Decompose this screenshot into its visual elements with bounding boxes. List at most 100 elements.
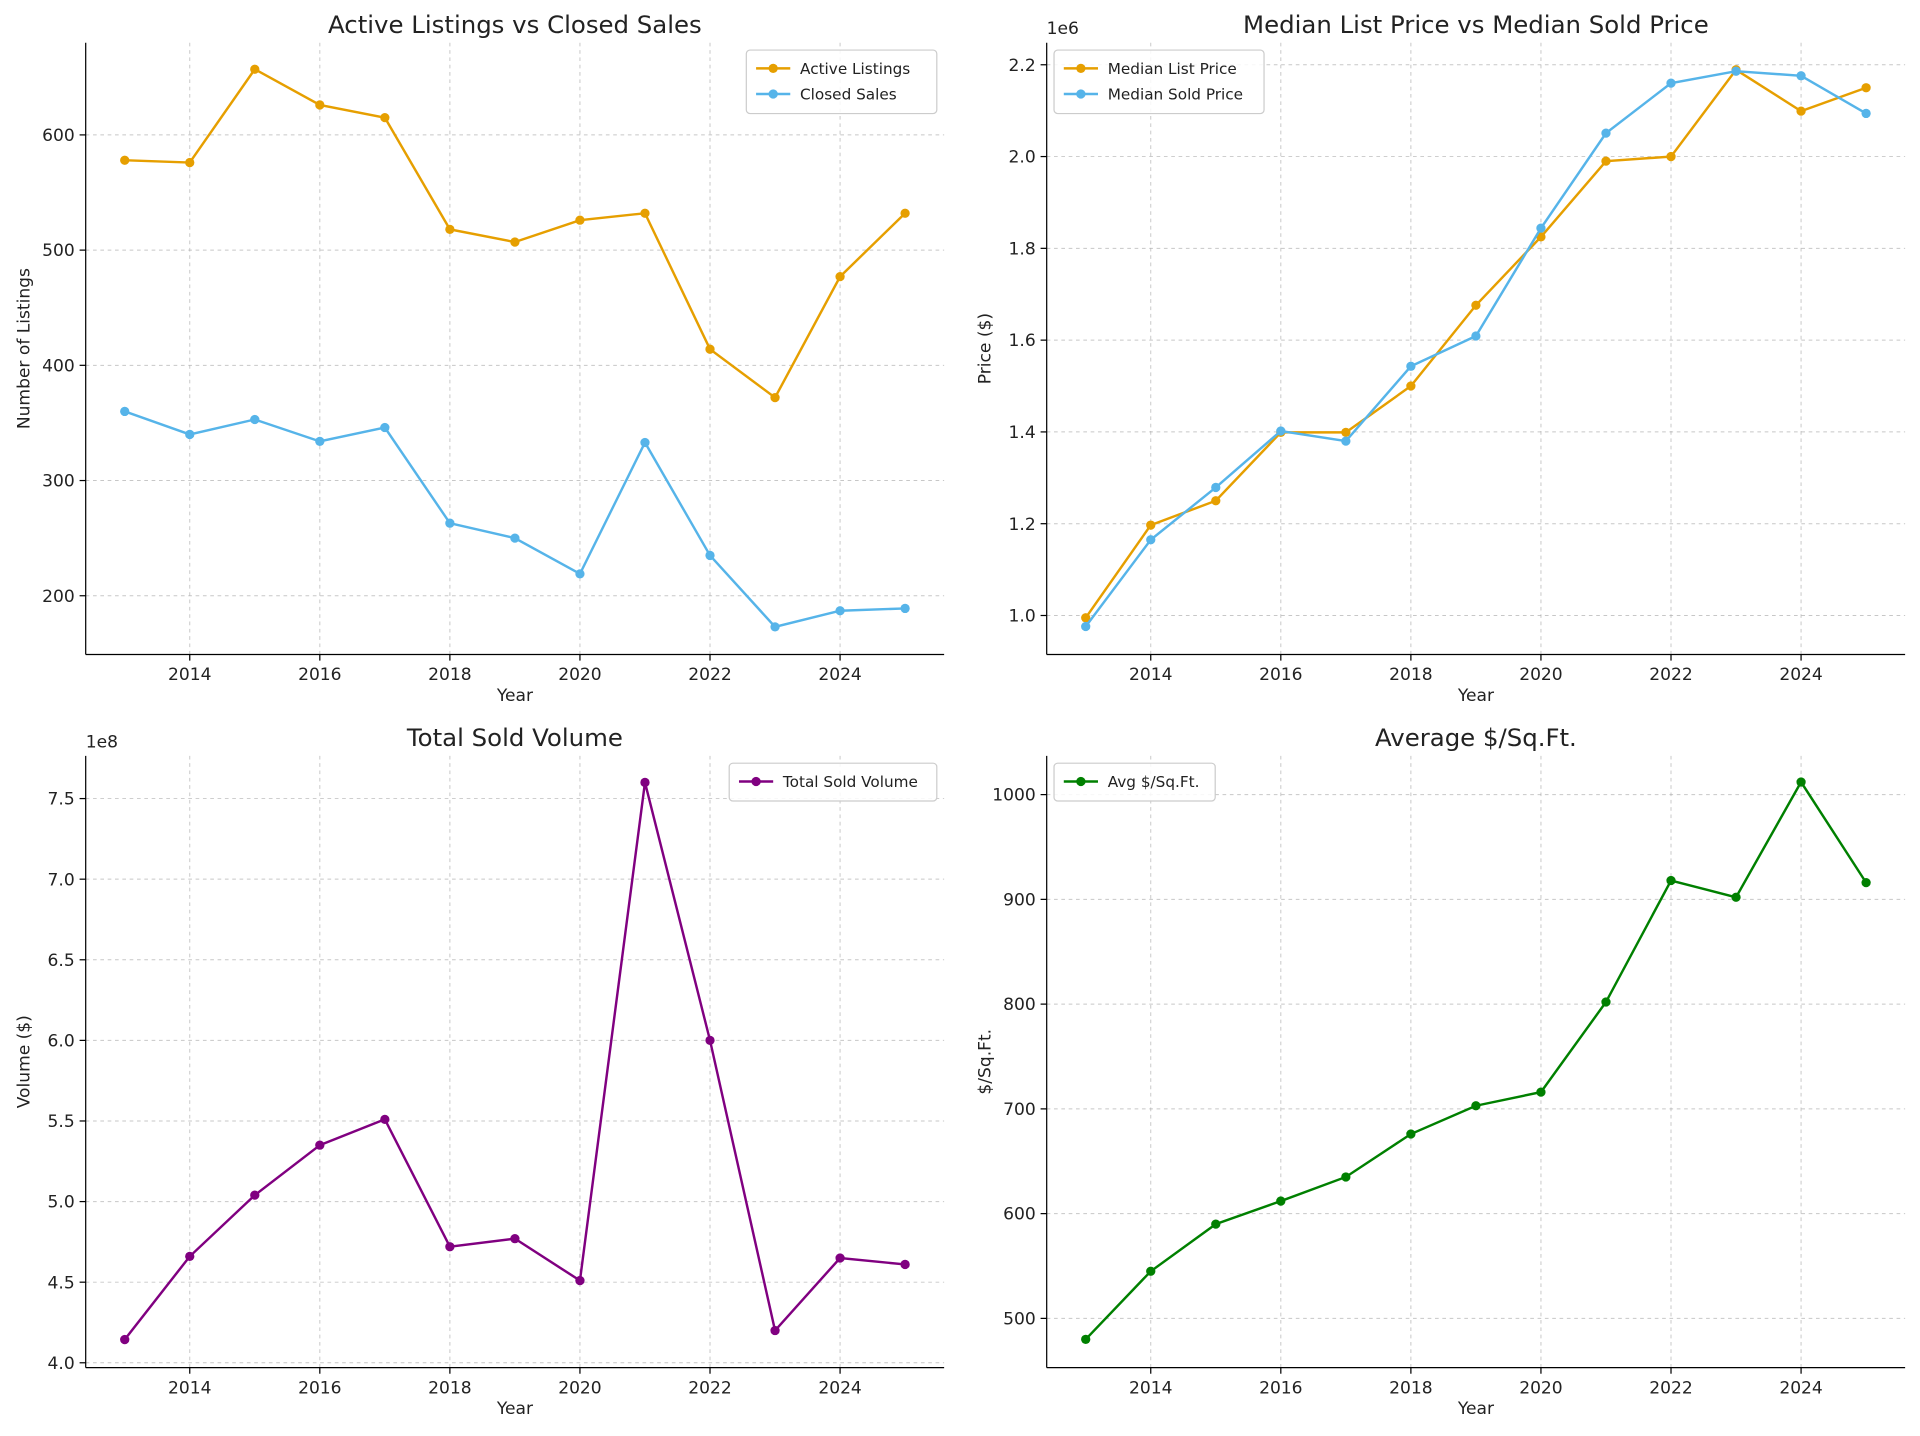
chart-title: Total Sold Volume bbox=[406, 723, 623, 752]
x-tick-label: 2020 bbox=[558, 1378, 601, 1398]
x-axis-label: Year bbox=[496, 686, 534, 706]
legend-marker bbox=[768, 89, 778, 99]
data-point bbox=[1601, 156, 1611, 166]
y-axis-label: Volume ($) bbox=[15, 1015, 35, 1108]
y-tick-label: 700 bbox=[1003, 1100, 1036, 1120]
data-point bbox=[380, 112, 390, 123]
legend: Median List Price Median Sold Price bbox=[1053, 49, 1265, 115]
data-point bbox=[1861, 83, 1871, 93]
x-tick-label: 2024 bbox=[818, 1378, 861, 1398]
legend-marker bbox=[1076, 89, 1086, 99]
data-point bbox=[1211, 496, 1221, 506]
data-point bbox=[510, 1234, 520, 1244]
y-tick-label: 200 bbox=[42, 587, 75, 607]
x-tick-label: 2016 bbox=[298, 665, 341, 685]
data-point bbox=[1081, 621, 1091, 632]
data-point bbox=[1536, 232, 1546, 242]
data-point bbox=[315, 436, 325, 447]
legend-entry: Median Sold Price bbox=[1108, 86, 1243, 104]
series-line-2 bbox=[1084, 69, 1867, 628]
y-tick-label: 1.0 bbox=[1009, 607, 1036, 627]
data-point bbox=[250, 1190, 260, 1200]
data-point bbox=[575, 569, 585, 579]
data-point bbox=[445, 1242, 455, 1252]
data-point bbox=[250, 64, 260, 74]
y-tick-label: 1.8 bbox=[1009, 239, 1036, 259]
y-tick-label: 7.5 bbox=[48, 790, 75, 810]
y-axis-label: Price ($) bbox=[976, 313, 996, 384]
data-point bbox=[1666, 151, 1676, 162]
legend-marker bbox=[768, 63, 778, 74]
x-tick-label: 2014 bbox=[1129, 1378, 1172, 1398]
y-tick-label: 500 bbox=[1003, 1309, 1036, 1329]
chart-title: Active Listings vs Closed Sales bbox=[328, 10, 702, 39]
data-point bbox=[380, 1114, 390, 1125]
y-tick-label: 800 bbox=[1003, 995, 1036, 1015]
legend: Active Listings Closed Sales bbox=[745, 49, 938, 115]
subplot-4: 2014 2016 2018 2020 2022 2024 500 600 700 800 900 1… bbox=[976, 723, 1906, 1419]
data-point bbox=[185, 157, 195, 168]
data-point bbox=[1666, 875, 1676, 886]
y-tick-label: 2.2 bbox=[1009, 56, 1036, 76]
y-tick-label: 6.0 bbox=[48, 1031, 75, 1051]
data-point bbox=[900, 208, 910, 218]
y-tick-label: 400 bbox=[42, 356, 75, 376]
x-tick-label: 2020 bbox=[1519, 1378, 1562, 1398]
data-point bbox=[1861, 108, 1871, 119]
data-point bbox=[250, 414, 260, 425]
y-tick-label: 600 bbox=[1003, 1205, 1036, 1225]
chart-title: Average $/Sq.Ft. bbox=[1375, 723, 1577, 752]
y-tick-label: 1000 bbox=[992, 786, 1035, 806]
legend-marker bbox=[1076, 63, 1086, 74]
data-point bbox=[835, 1253, 845, 1263]
data-point bbox=[705, 344, 715, 354]
data-point bbox=[120, 155, 130, 165]
legend: Avg $/Sq.Ft. bbox=[1053, 762, 1216, 802]
data-point bbox=[120, 1334, 130, 1345]
legend-entry: Active Listings bbox=[800, 60, 910, 78]
data-point bbox=[1146, 535, 1156, 545]
x-tick-label: 2018 bbox=[428, 665, 471, 685]
x-tick-label: 2016 bbox=[1259, 665, 1302, 685]
y-tick-label: 7.0 bbox=[48, 870, 75, 890]
x-tick-label: 2016 bbox=[298, 1378, 341, 1398]
data-point bbox=[1796, 106, 1806, 116]
data-point bbox=[1341, 427, 1351, 438]
legend-box bbox=[745, 49, 938, 115]
data-point bbox=[1081, 613, 1091, 623]
data-point bbox=[1471, 1101, 1481, 1111]
y-tick-label: 4.5 bbox=[48, 1273, 75, 1293]
data-point bbox=[120, 406, 130, 417]
data-point bbox=[185, 1251, 195, 1262]
legend-entry: Closed Sales bbox=[800, 86, 897, 104]
y-tick-label: 1.4 bbox=[1009, 423, 1036, 443]
legend-marker bbox=[1076, 776, 1086, 787]
series-line-2 bbox=[124, 410, 906, 629]
x-tick-label: 2022 bbox=[1649, 1378, 1692, 1398]
x-tick-label: 2014 bbox=[168, 665, 211, 685]
x-tick-label: 2018 bbox=[428, 1378, 471, 1398]
y-tick-label: 4.0 bbox=[48, 1354, 75, 1374]
legend-marker bbox=[751, 776, 761, 787]
data-point bbox=[770, 622, 780, 632]
x-tick-label: 2024 bbox=[1779, 1378, 1822, 1398]
data-point bbox=[1796, 777, 1806, 787]
data-point bbox=[1406, 381, 1416, 391]
data-point bbox=[1536, 223, 1546, 233]
data-point bbox=[1406, 1129, 1416, 1139]
data-point bbox=[1276, 426, 1286, 436]
data-point bbox=[1601, 128, 1611, 138]
data-point bbox=[1081, 1334, 1091, 1344]
y-tick-label: 1.2 bbox=[1009, 515, 1036, 535]
legend-box bbox=[1053, 49, 1265, 115]
y-tick-label: 600 bbox=[42, 126, 75, 146]
x-tick-label: 2016 bbox=[1259, 1378, 1302, 1398]
y-tick-label: 900 bbox=[1003, 890, 1036, 910]
x-tick-label: 2024 bbox=[818, 665, 861, 685]
data-point bbox=[1536, 1087, 1546, 1097]
data-point bbox=[1211, 482, 1221, 493]
y-tick-label: 5.0 bbox=[48, 1193, 75, 1213]
data-point bbox=[640, 437, 650, 448]
legend-entry: Median List Price bbox=[1108, 60, 1237, 78]
